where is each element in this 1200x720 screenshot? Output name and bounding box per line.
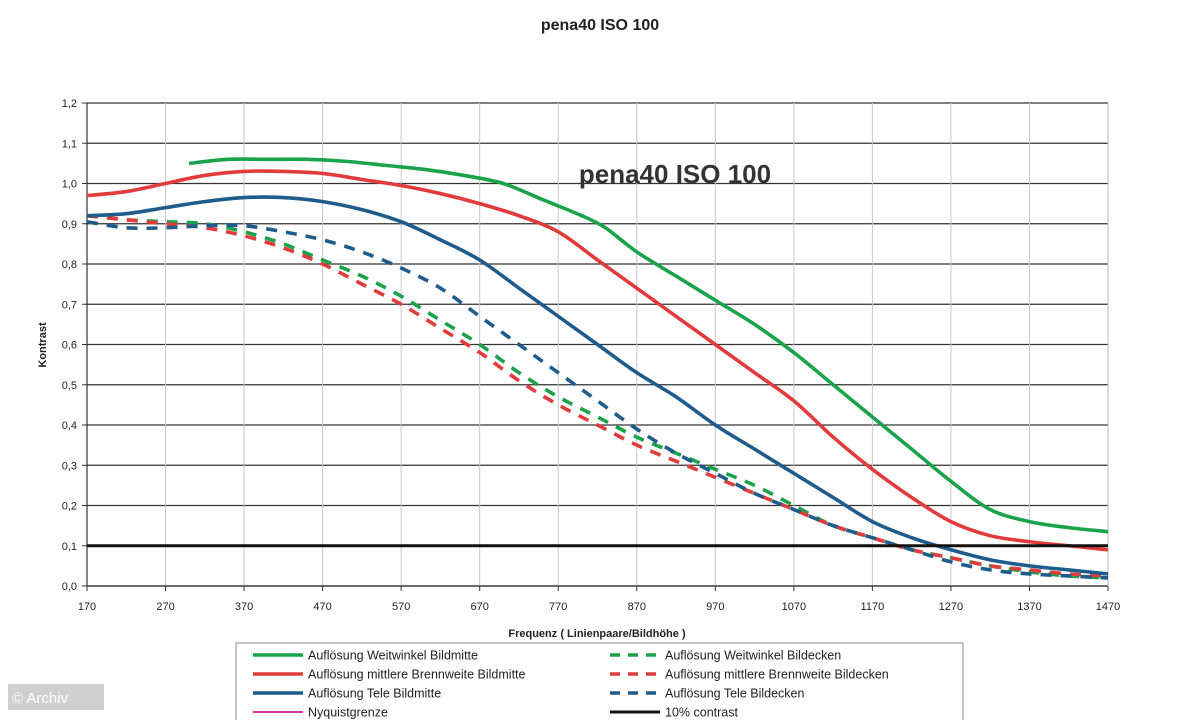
legend-label: 10% contrast: [665, 706, 738, 720]
x-tick-label: 1370: [1017, 601, 1041, 613]
legend-label: Auflösung mittlere Brennweite Bildecken: [665, 668, 889, 682]
legend-label: Auflösung Tele Bildecken: [665, 687, 804, 701]
legend-label: Auflösung Tele Bildmitte: [308, 687, 441, 701]
y-tick-label: 1,2: [62, 98, 77, 110]
x-tick-label: 670: [471, 601, 489, 613]
x-tick-label: 870: [628, 601, 646, 613]
legend-box: [235, 642, 964, 720]
y-tick-label: 1,1: [62, 138, 77, 150]
y-tick-label: 0,5: [62, 380, 77, 392]
y-tick-label: 0,0: [62, 581, 77, 593]
y-axis-label: Kontrast: [37, 322, 49, 368]
series-line-aufl-sung-weitwinkel-bildmitte: [188, 157, 1109, 534]
x-tick-label: 1070: [782, 601, 806, 613]
y-tick-label: 0,6: [62, 340, 77, 352]
series-line-aufl-sung-tele-bildecken: [86, 219, 1109, 580]
x-tick-label: 970: [706, 601, 724, 613]
series-line-aufl-sung-mittlere-brennweite-bildecken: [86, 213, 1109, 578]
series-group: [86, 157, 1109, 580]
x-tick-label: 1170: [861, 601, 885, 613]
y-tick-label: 0,3: [62, 460, 77, 472]
watermark-text: © Archiv: [12, 690, 69, 707]
chart-title: pena40 ISO 100: [541, 17, 659, 34]
x-tick-label: 270: [156, 601, 174, 613]
legend-label: Auflösung Weitwinkel Bildecken: [665, 649, 841, 663]
y-tick-label: 0,2: [62, 501, 77, 513]
watermark: © Archiv: [8, 684, 104, 710]
y-tick-label: 0,4: [62, 420, 77, 432]
x-tick-label: 1270: [939, 601, 963, 613]
series-line-aufl-sung-mittlere-brennweite-bildmitte: [86, 169, 1109, 552]
x-tick-label: 170: [78, 601, 96, 613]
y-tick-label: 1,0: [62, 179, 77, 191]
x-tick-label: 470: [313, 601, 331, 613]
axes: 0,0 0,1 0,2 0,3 0,4 0,5 0,6 0,7 0,8 0,9 1,0 1,1 1,2 1…: [62, 98, 1121, 613]
y-tick-label: 0,8: [62, 259, 77, 271]
y-tick-label: 0,9: [62, 219, 77, 231]
x-tick-label: 770: [549, 601, 567, 613]
legend-label: Auflösung Weitwinkel Bildmitte: [308, 649, 478, 663]
legend: Auflösung Weitwinkel Bildmitte Auflösung …: [235, 642, 964, 720]
x-tick-label: 370: [235, 601, 253, 613]
series-line-aufl-sung-tele-bildmitte: [86, 195, 1109, 576]
y-tick-label: 0,1: [62, 541, 77, 553]
x-tick-label: 1470: [1096, 601, 1120, 613]
x-tick-label: 570: [392, 601, 410, 613]
x-axis-label: Frequenz ( Linienpaare/Bildhöhe ): [508, 628, 686, 640]
y-tick-label: 0,7: [62, 299, 77, 311]
legend-label: Nyquistgrenze: [308, 706, 388, 720]
inner-chart-title: pena40 ISO 100: [579, 159, 771, 189]
legend-label: Auflösung mittlere Brennweite Bildmitte: [308, 668, 526, 682]
